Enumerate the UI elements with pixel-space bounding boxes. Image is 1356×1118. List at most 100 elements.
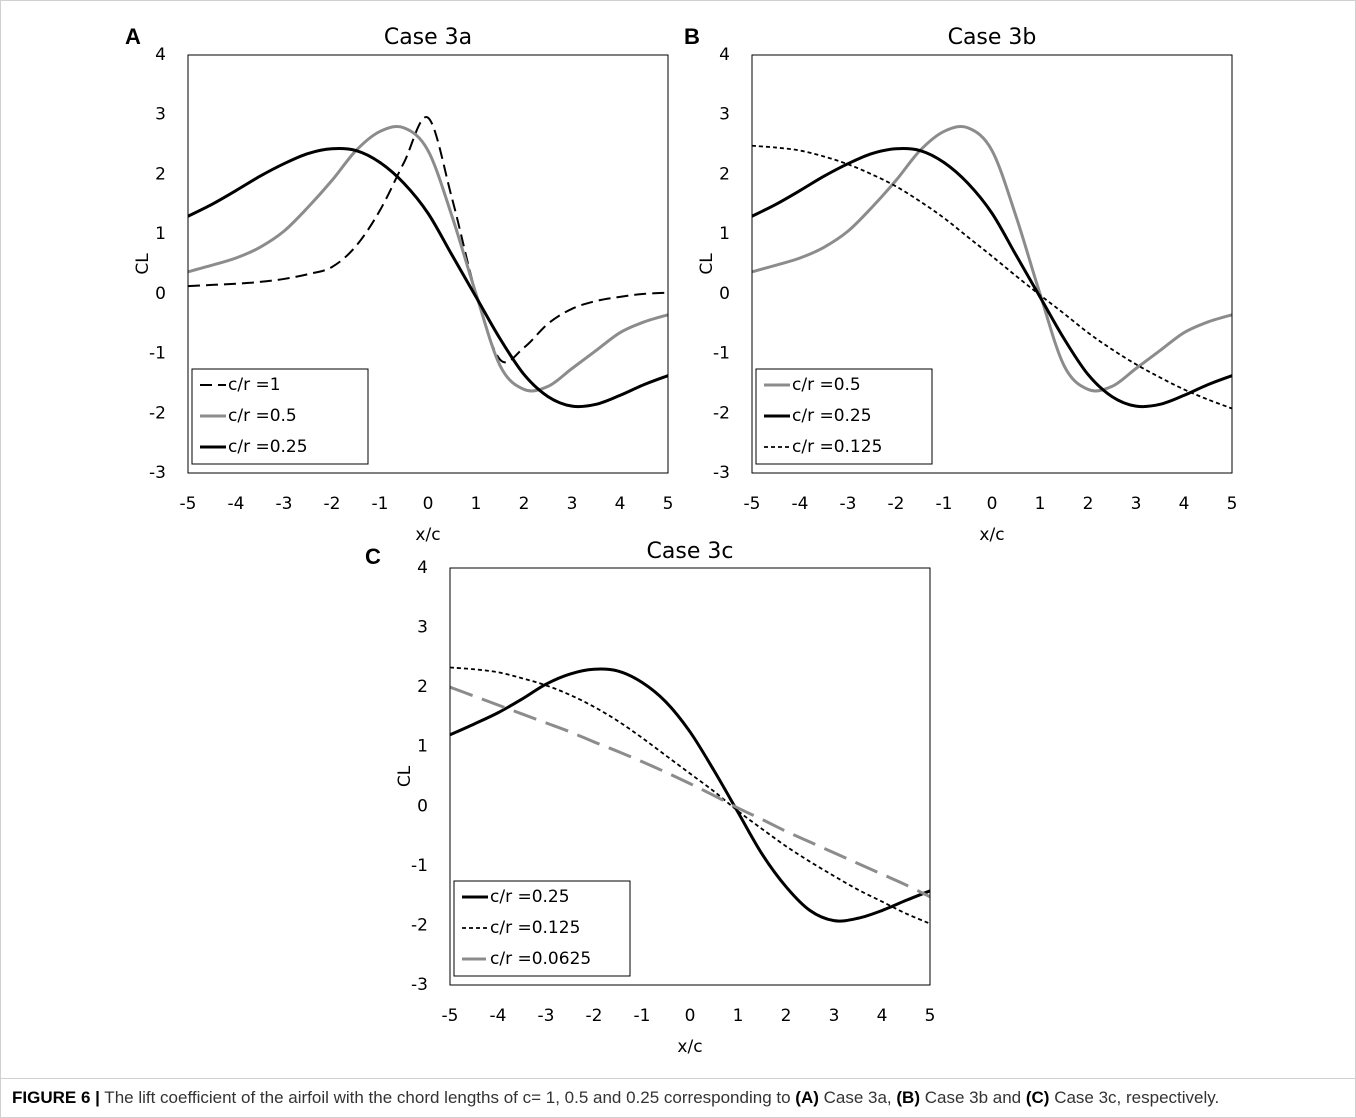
y-tick-label: 1 bbox=[417, 737, 428, 757]
y-tick-label: 4 bbox=[719, 45, 730, 65]
y-tick-label: -2 bbox=[149, 403, 166, 423]
y-tick-label: -3 bbox=[411, 975, 428, 995]
data-line bbox=[188, 146, 668, 409]
x-tick-label: -4 bbox=[490, 1006, 507, 1026]
x-tick-label: -3 bbox=[538, 1006, 555, 1026]
data-line bbox=[450, 667, 930, 923]
data-line bbox=[450, 685, 930, 899]
x-tick-label: 0 bbox=[987, 494, 998, 514]
chart-title: Case 3c bbox=[647, 539, 734, 564]
x-tick-label: 0 bbox=[423, 494, 434, 514]
caption-segment: The lift coefficient of the airfoil with… bbox=[99, 1088, 796, 1107]
x-axis-label: x/c bbox=[979, 525, 1004, 545]
x-tick-label: 3 bbox=[1131, 494, 1142, 514]
chart-title: Case 3b bbox=[948, 25, 1037, 50]
y-tick-label: 4 bbox=[417, 558, 428, 578]
caption-segment: FIGURE 6 | bbox=[12, 1088, 100, 1107]
data-line bbox=[450, 666, 930, 925]
figure: A Case 3a -3 -2 -1 0 1 2 3 4 -5 -4 -3 -2 -1 0 1 2 3 4 5 x/c CL… bbox=[125, 24, 1238, 1057]
data-line bbox=[188, 125, 668, 393]
legend-label: c/r =0.0625 bbox=[490, 949, 591, 969]
legend-label: c/r =0.25 bbox=[792, 406, 872, 426]
x-tick-label: -2 bbox=[586, 1006, 603, 1026]
y-tick-label: 3 bbox=[719, 105, 730, 125]
y-tick-label: -3 bbox=[713, 463, 730, 483]
y-tick-label: 1 bbox=[719, 224, 730, 244]
data-line bbox=[188, 116, 668, 364]
x-tick-label: 3 bbox=[567, 494, 578, 514]
plot-frame bbox=[187, 54, 669, 474]
y-tick-label: 2 bbox=[719, 164, 730, 184]
caption: FIGURE 6 | The lift coefficient of the a… bbox=[12, 1088, 1342, 1108]
x-tick-label: 5 bbox=[1227, 494, 1238, 514]
x-tick-label: -4 bbox=[228, 494, 245, 514]
y-tick-label: -3 bbox=[149, 463, 166, 483]
x-tick-label: 5 bbox=[663, 494, 674, 514]
x-tick-label: -1 bbox=[936, 494, 953, 514]
x-tick-label: -2 bbox=[888, 494, 905, 514]
caption-segment: (C) bbox=[1025, 1088, 1050, 1107]
x-tick-label: 2 bbox=[519, 494, 530, 514]
y-tick-label: -1 bbox=[713, 344, 730, 364]
y-tick-label: 3 bbox=[155, 105, 166, 125]
plot-frame bbox=[751, 54, 1233, 474]
legend-label: c/r =0.125 bbox=[490, 918, 580, 938]
x-tick-label: 4 bbox=[877, 1006, 888, 1026]
x-tick-label: -1 bbox=[634, 1006, 651, 1026]
x-tick-label: 3 bbox=[829, 1006, 840, 1026]
caption-segment: Case 3b and bbox=[920, 1088, 1026, 1107]
y-tick-label: -1 bbox=[149, 344, 166, 364]
caption-segment: Case 3c, respectively. bbox=[1049, 1088, 1220, 1107]
y-tick-label: 2 bbox=[155, 164, 166, 184]
panel-letter: A bbox=[125, 24, 141, 49]
y-tick-label: 3 bbox=[417, 618, 428, 638]
data-line bbox=[752, 146, 1232, 409]
x-tick-label: 4 bbox=[1179, 494, 1190, 514]
chart-title: Case 3a bbox=[384, 25, 472, 50]
legend-label: c/r =0.25 bbox=[490, 887, 570, 907]
x-tick-label: -1 bbox=[372, 494, 389, 514]
x-tick-label: 4 bbox=[615, 494, 626, 514]
data-line bbox=[752, 144, 1232, 410]
x-tick-label: 5 bbox=[925, 1006, 936, 1026]
y-tick-label: -2 bbox=[411, 915, 428, 935]
y-tick-label: 4 bbox=[155, 45, 166, 65]
legend-label: c/r =0.25 bbox=[228, 437, 308, 457]
data-line bbox=[752, 125, 1232, 393]
y-tick-label: 0 bbox=[417, 796, 428, 816]
legend-label: c/r =1 bbox=[228, 375, 281, 395]
panel-letter: B bbox=[684, 24, 700, 49]
caption-segment: Case 3a, bbox=[818, 1088, 897, 1107]
x-tick-label: 1 bbox=[471, 494, 482, 514]
y-tick-label: -2 bbox=[713, 403, 730, 423]
x-axis-label: x/c bbox=[677, 1037, 702, 1057]
x-tick-label: -5 bbox=[442, 1006, 459, 1026]
y-tick-label: -1 bbox=[411, 856, 428, 876]
legend-label: c/r =0.125 bbox=[792, 437, 882, 457]
x-tick-label: -4 bbox=[792, 494, 809, 514]
x-tick-label: -5 bbox=[180, 494, 197, 514]
y-axis-label: CL bbox=[697, 253, 717, 275]
y-axis-label: CL bbox=[133, 253, 153, 275]
caption-segment: (B) bbox=[896, 1088, 920, 1107]
x-tick-label: -3 bbox=[840, 494, 857, 514]
x-tick-label: -3 bbox=[276, 494, 293, 514]
x-tick-label: 2 bbox=[781, 1006, 792, 1026]
caption-segment: (A) bbox=[795, 1088, 819, 1107]
x-axis-label: x/c bbox=[415, 525, 440, 545]
legend-label: c/r =0.5 bbox=[792, 375, 861, 395]
y-tick-label: 0 bbox=[155, 284, 166, 304]
x-tick-label: -5 bbox=[744, 494, 761, 514]
x-tick-label: 1 bbox=[1035, 494, 1046, 514]
legend-label: c/r =0.5 bbox=[228, 406, 297, 426]
y-tick-label: 0 bbox=[719, 284, 730, 304]
plot-frame bbox=[449, 567, 931, 986]
x-tick-label: 2 bbox=[1083, 494, 1094, 514]
panel-letter: C bbox=[365, 544, 381, 569]
y-tick-label: 2 bbox=[417, 677, 428, 697]
separator bbox=[0, 1078, 1356, 1079]
x-tick-label: -2 bbox=[324, 494, 341, 514]
y-axis-label: CL bbox=[395, 765, 415, 787]
y-tick-label: 1 bbox=[155, 224, 166, 244]
x-tick-label: 1 bbox=[733, 1006, 744, 1026]
